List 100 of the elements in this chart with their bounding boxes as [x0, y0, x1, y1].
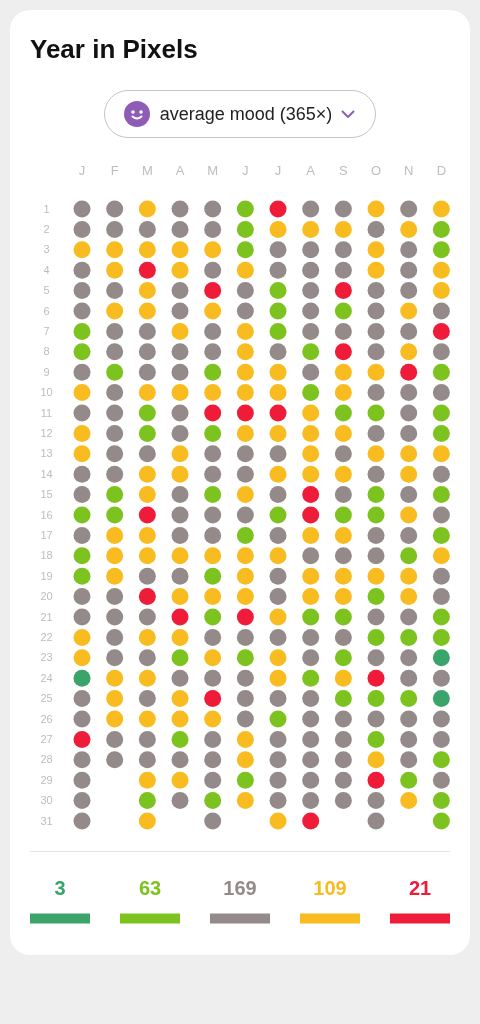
point [204, 812, 222, 830]
point [138, 690, 156, 708]
point [236, 547, 254, 565]
point [302, 282, 320, 300]
y-tick-label: 2 [43, 222, 50, 235]
y-tick-label: 27 [40, 732, 53, 745]
point [432, 710, 450, 728]
point [302, 628, 320, 646]
point [367, 506, 385, 524]
point [171, 220, 189, 238]
point [73, 812, 91, 830]
y-tick-label: 29 [40, 773, 53, 786]
point [138, 261, 156, 279]
y-tick-label: 5 [43, 284, 50, 297]
point [138, 547, 156, 565]
y-tick-label: 4 [43, 263, 50, 276]
point [106, 608, 124, 626]
point [106, 282, 124, 300]
y-tick-label: 10 [40, 386, 53, 399]
point [138, 343, 156, 361]
point [73, 261, 91, 279]
y-tick-label: 13 [40, 447, 53, 460]
point [367, 343, 385, 361]
point [171, 200, 189, 218]
y-tick-label: 31 [40, 814, 53, 827]
point [73, 282, 91, 300]
y-tick-label: 25 [40, 692, 53, 705]
point [171, 241, 189, 259]
point [204, 669, 222, 687]
point [269, 200, 287, 218]
point [106, 200, 124, 218]
point [204, 547, 222, 565]
legend-label: 63 [138, 876, 162, 899]
point [73, 792, 91, 810]
point [269, 792, 287, 810]
point [269, 690, 287, 708]
point [269, 526, 287, 544]
point [73, 506, 91, 524]
point [204, 343, 222, 361]
point [138, 506, 156, 524]
chart-title: Year in Pixels [30, 33, 198, 65]
point [400, 730, 418, 748]
point [334, 588, 352, 606]
point [302, 322, 320, 340]
point [138, 220, 156, 238]
point [106, 547, 124, 565]
x-tick-label: N [404, 162, 414, 178]
point [400, 669, 418, 687]
point [400, 588, 418, 606]
point [400, 200, 418, 218]
legend-label: 21 [408, 876, 432, 899]
y-tick-label: 15 [40, 488, 53, 501]
point [334, 567, 352, 585]
point [73, 241, 91, 259]
point [367, 282, 385, 300]
point [367, 322, 385, 340]
point [269, 424, 287, 442]
point [204, 282, 222, 300]
y-tick-label: 22 [40, 630, 53, 643]
point [171, 608, 189, 626]
x-tick-label: O [370, 162, 382, 178]
point [400, 649, 418, 667]
point [334, 322, 352, 340]
point [204, 628, 222, 646]
point [302, 812, 320, 830]
point [269, 506, 287, 524]
point [302, 567, 320, 585]
x-tick-label: M [207, 162, 219, 178]
y-tick-label: 24 [40, 671, 53, 684]
point [138, 384, 156, 402]
point [400, 322, 418, 340]
point [334, 424, 352, 442]
point [171, 486, 189, 504]
point [367, 302, 385, 320]
point [432, 730, 450, 748]
x-tick-label: A [175, 162, 185, 178]
point [432, 547, 450, 565]
point [302, 690, 320, 708]
point [73, 302, 91, 320]
x-tick-label: J [78, 162, 86, 178]
point [73, 690, 91, 708]
point [334, 384, 352, 402]
y-tick-label: 17 [40, 528, 53, 541]
point [204, 220, 222, 238]
point [367, 608, 385, 626]
y-tick-label: 8 [43, 345, 50, 358]
point [302, 710, 320, 728]
point [171, 282, 189, 300]
x-tick-label: D [436, 162, 447, 178]
point [334, 261, 352, 279]
point [302, 486, 320, 504]
point [269, 486, 287, 504]
point [302, 649, 320, 667]
x-tick-label: S [339, 162, 349, 178]
point [269, 404, 287, 422]
point [302, 751, 320, 769]
point [367, 526, 385, 544]
point [106, 628, 124, 646]
x-tick-label: J [242, 162, 249, 178]
point [334, 506, 352, 524]
